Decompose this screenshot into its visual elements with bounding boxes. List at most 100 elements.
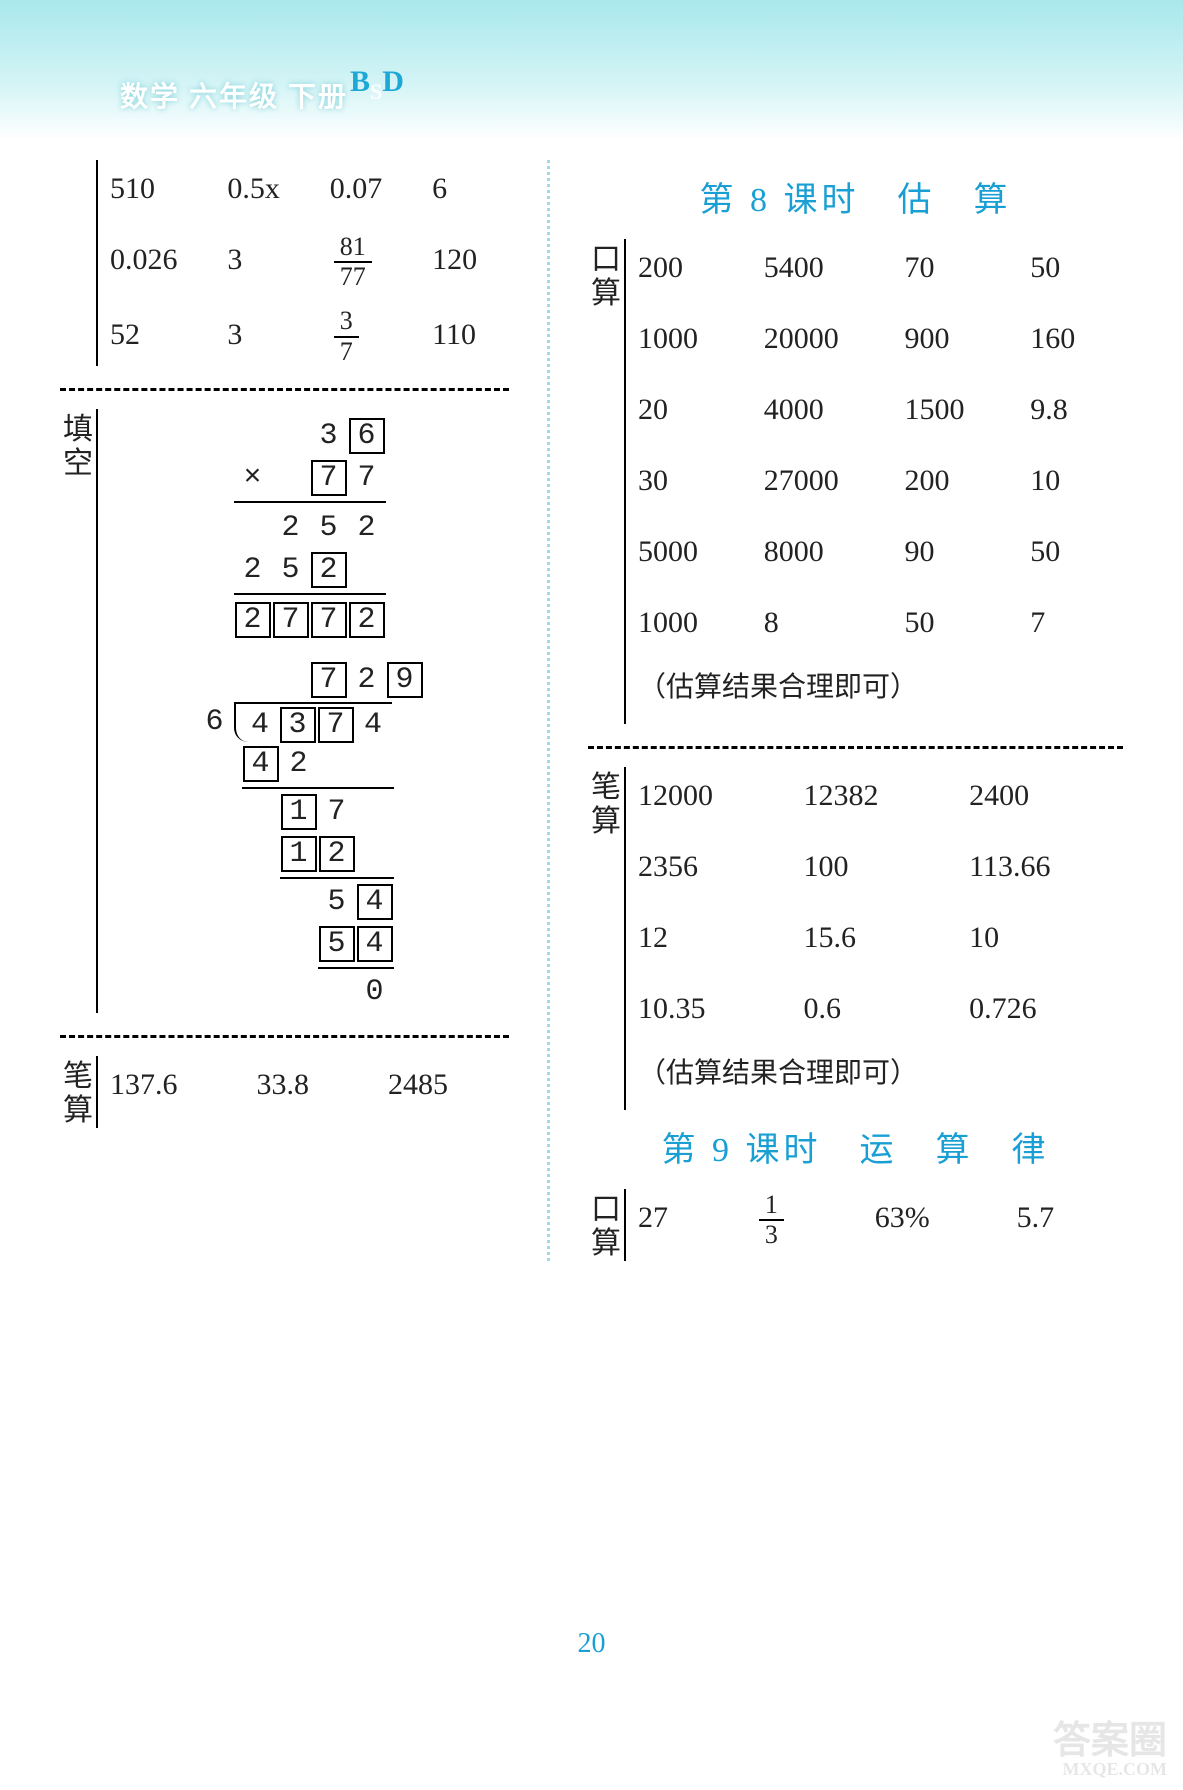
answer-box: 2 bbox=[349, 602, 385, 638]
lesson8-note1: （估算结果合理即可） bbox=[638, 651, 1123, 724]
value-cell: 0.026 bbox=[110, 231, 209, 292]
watermark: 答案圈 MXQE.COM bbox=[1053, 1722, 1167, 1778]
answer-box: 7 bbox=[273, 602, 309, 638]
fraction: 13 bbox=[759, 1191, 784, 1250]
value-cell: 33.8 bbox=[257, 1056, 371, 1113]
value-cell: 2356 bbox=[638, 838, 786, 895]
fill-label: 填空 bbox=[60, 409, 96, 1013]
value-cell: 10 bbox=[1030, 452, 1123, 509]
value-cell: 1000 bbox=[638, 594, 746, 651]
answer-box: 4 bbox=[357, 926, 393, 962]
value-cell: 0.5x bbox=[227, 160, 311, 217]
value-cell: 4000 bbox=[764, 381, 887, 438]
page-number: 20 bbox=[0, 1628, 1183, 1660]
right-column: 第 8 课时 估 算 口算 200 5400 70 50 1000 20000 900 160… bbox=[588, 160, 1123, 1261]
value-cell: 8000 bbox=[764, 523, 887, 580]
book-title: 数学 六年级 下册 bbox=[120, 75, 348, 115]
value-cell: 6 bbox=[432, 160, 509, 217]
value-cell: 20 bbox=[638, 381, 746, 438]
value-cell: 5000 bbox=[638, 523, 746, 580]
value-cell: 1000 bbox=[638, 310, 746, 367]
value-cell: 200 bbox=[638, 239, 746, 296]
value-cell: 5.7 bbox=[1017, 1189, 1123, 1250]
value-cell: 3 bbox=[227, 306, 311, 367]
bsd-logo: BSD bbox=[350, 65, 404, 99]
value-cell: 70 bbox=[905, 239, 1013, 296]
answer-box: 9 bbox=[387, 662, 423, 698]
page-header: 数学 六年级 下册 BSD bbox=[0, 0, 1183, 140]
value-cell: 120 bbox=[432, 231, 509, 292]
bsd-d: D bbox=[382, 65, 404, 98]
value-cell: 12 bbox=[638, 909, 786, 966]
lesson8-note2: （估算结果合理即可） bbox=[638, 1037, 1123, 1110]
fraction: 8177 bbox=[334, 233, 372, 292]
value-cell: 2400 bbox=[969, 767, 1123, 824]
value-cell: 8 bbox=[764, 594, 887, 651]
answer-box: 7 bbox=[311, 602, 347, 638]
value-cell: 113.66 bbox=[969, 838, 1123, 895]
value-cell: 15.6 bbox=[804, 909, 952, 966]
value-cell: 12000 bbox=[638, 767, 786, 824]
column-divider bbox=[547, 160, 550, 1261]
answer-box: 7 bbox=[318, 707, 354, 743]
value-cell: 7 bbox=[1030, 594, 1123, 651]
mental-label-l9: 口算 bbox=[588, 1189, 624, 1261]
value-cell: 2485 bbox=[388, 1056, 509, 1113]
top-answers: 5100.5x0.0760.0263817712052337110 bbox=[96, 160, 509, 366]
bsd-b: B bbox=[350, 65, 370, 98]
value-cell: 110 bbox=[432, 306, 509, 367]
value-cell: 8177 bbox=[330, 231, 414, 292]
value-cell: 100 bbox=[804, 838, 952, 895]
written-label-l8: 笔算 bbox=[588, 767, 624, 1110]
value-cell: 160 bbox=[1030, 310, 1123, 367]
value-cell: 27 bbox=[638, 1189, 737, 1250]
value-cell: 27000 bbox=[764, 452, 887, 509]
lesson9-title: 第 9 课时 运 算 律 bbox=[588, 1110, 1123, 1189]
value-cell: 37 bbox=[330, 306, 414, 367]
answer-box: 1 bbox=[281, 836, 317, 872]
value-cell: 510 bbox=[110, 160, 209, 217]
bsd-s: S bbox=[370, 79, 382, 104]
value-cell: 1500 bbox=[905, 381, 1013, 438]
value-cell: 10 bbox=[969, 909, 1123, 966]
value-cell: 137.6 bbox=[110, 1056, 239, 1113]
answer-box: 6 bbox=[349, 418, 385, 454]
value-cell: 9.8 bbox=[1030, 381, 1123, 438]
mental-label-l8: 口算 bbox=[588, 239, 624, 724]
left-column: 5100.5x0.0760.0263817712052337110 填空 36×… bbox=[60, 160, 509, 1261]
multiplication-work: 36×772522522772 bbox=[110, 409, 509, 647]
value-cell: 200 bbox=[905, 452, 1013, 509]
value-cell: 0.07 bbox=[330, 160, 414, 217]
value-cell: 50 bbox=[1030, 523, 1123, 580]
value-cell: 0.6 bbox=[804, 980, 952, 1037]
answer-box: 5 bbox=[319, 926, 355, 962]
value-cell: 10.35 bbox=[638, 980, 786, 1037]
value-cell: 63% bbox=[875, 1189, 999, 1250]
answer-box: 7 bbox=[311, 662, 347, 698]
watermark-sub: MXQE.COM bbox=[1053, 1760, 1167, 1778]
value-cell: 5400 bbox=[764, 239, 887, 296]
value-cell: 20000 bbox=[764, 310, 887, 367]
value-cell: 52 bbox=[110, 306, 209, 367]
value-cell: 90 bbox=[905, 523, 1013, 580]
lesson9-mental: 27 13 63% 5.7 bbox=[624, 1189, 1123, 1261]
value-cell: 900 bbox=[905, 310, 1013, 367]
answer-box: 2 bbox=[319, 836, 355, 872]
value-cell: 13 bbox=[755, 1189, 857, 1250]
value-cell: 12382 bbox=[804, 767, 952, 824]
answer-box: 7 bbox=[311, 460, 347, 496]
answer-box: 4 bbox=[243, 746, 279, 782]
answer-box: 2 bbox=[235, 602, 271, 638]
value-cell: 0.726 bbox=[969, 980, 1123, 1037]
value-cell: 30 bbox=[638, 452, 746, 509]
written-calc-label-left: 笔算 bbox=[60, 1056, 96, 1128]
watermark-main: 答案圈 bbox=[1053, 1720, 1167, 1762]
value-cell: 50 bbox=[1030, 239, 1123, 296]
long-division-work: 7296437442171254540 bbox=[110, 659, 509, 1013]
written-calc-left: 137.6 33.8 2485 bbox=[96, 1056, 509, 1128]
value-cell: 50 bbox=[905, 594, 1013, 651]
fill-blank-section: 36×772522522772 7296437442171254540 bbox=[96, 409, 509, 1013]
answer-box: 2 bbox=[311, 552, 347, 588]
lesson8-written: 12000 12382 2400 2356 100 113.66 12 15.6 10 10.35… bbox=[624, 767, 1123, 1110]
lesson8-title: 第 8 课时 估 算 bbox=[588, 160, 1123, 239]
